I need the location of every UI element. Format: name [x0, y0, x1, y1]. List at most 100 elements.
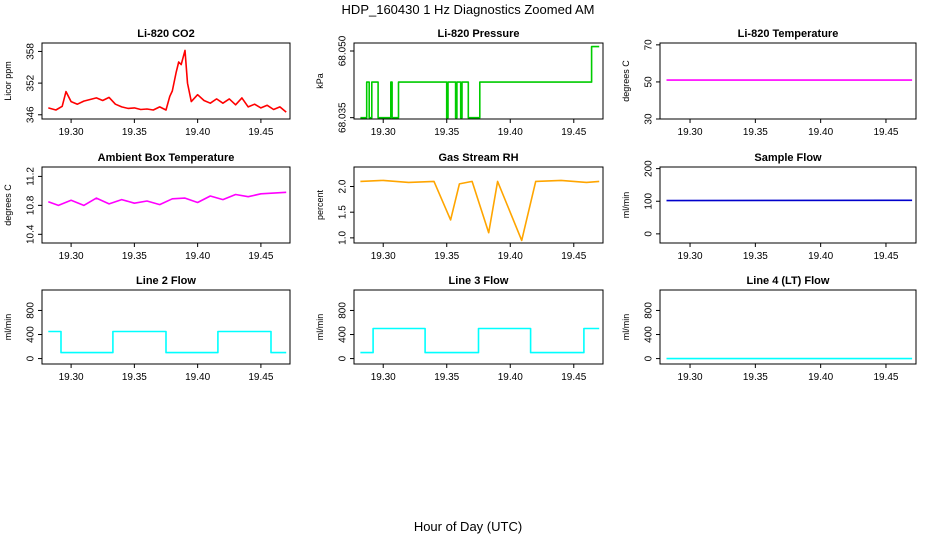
chart-4-x-tick-label: 19.45 [561, 251, 586, 262]
chart-5-x-tick-label: 19.30 [678, 251, 703, 262]
chart-0-y-tick-label: 352 [26, 74, 37, 91]
chart-0-x-tick-label: 19.45 [248, 127, 273, 138]
chart-4-y-tick-label: 1.0 [338, 230, 349, 244]
chart-6-y-axis-label: ml/min [3, 314, 13, 341]
chart-0-frame [41, 42, 291, 120]
chart-3-x-tick-label: 19.30 [59, 251, 84, 262]
chart-2-x-tick-label: 19.40 [808, 127, 833, 138]
chart-4-y-tick-label: 1.5 [338, 205, 349, 219]
chart-2-x-tick-label: 19.45 [873, 127, 898, 138]
chart-5-y-tick-label: 0 [644, 231, 655, 237]
chart-0-panel: Li-820 CO2 Licor ppm 19.30 19.35 19.40 19.45 3… [3, 28, 291, 138]
chart-1-frame [353, 42, 604, 120]
chart-3-title: Ambient Box Temperature [98, 152, 235, 164]
chart-7-x-tick-label: 19.45 [561, 372, 586, 383]
chart-3-x-tick-label: 19.35 [122, 251, 147, 262]
chart-3-x-tick-label: 19.45 [248, 251, 273, 262]
chart-8-x-tick-label: 19.30 [678, 372, 703, 383]
chart-6-x-tick-label: 19.40 [185, 372, 210, 383]
chart-8-title: Line 4 (LT) Flow [747, 275, 830, 287]
chart-1-x-tick-label: 19.45 [561, 127, 586, 138]
chart-7-frame [353, 289, 604, 365]
chart-3-y-tick-label: 11.2 [26, 167, 37, 186]
chart-0-x-tick-label: 19.30 [59, 127, 84, 138]
chart-3-y-tick-label: 10.8 [26, 195, 37, 215]
chart-6-y-tick-label: 0 [26, 355, 37, 361]
chart-7-y-axis-label: ml/min [315, 314, 325, 341]
chart-6-x-tick-label: 19.30 [59, 372, 84, 383]
chart-1-x-tick-label: 19.30 [371, 127, 396, 138]
chart-0-series-0-line [48, 49, 287, 113]
chart-0-x-tick-label: 19.35 [122, 127, 147, 138]
chart-3-frame [41, 166, 291, 244]
chart-5-y-axis-label: ml/min [621, 192, 631, 219]
chart-1-y-tick-label: 68.050 [338, 35, 349, 66]
chart-0-x-tick-label: 19.40 [185, 127, 210, 138]
chart-8-x-tick-label: 19.35 [743, 372, 768, 383]
chart-3-y-axis-label: degrees C [3, 184, 13, 226]
figure-x-axis-label: Hour of Day (UTC) [414, 519, 522, 534]
chart-8-y-tick-label: 400 [644, 326, 655, 343]
chart-2-y-axis-label: degrees C [621, 60, 631, 102]
chart-5-y-tick-label: 200 [644, 160, 655, 177]
chart-3-panel: Ambient Box Temperature degrees C 19.30 19.… [3, 152, 291, 262]
chart-6-frame [41, 289, 291, 365]
chart-5-x-tick-label: 19.45 [873, 251, 898, 262]
chart-7-series-0-line [360, 327, 600, 354]
chart-7-y-tick-label: 800 [338, 302, 349, 319]
chart-5-x-tick-label: 19.35 [743, 251, 768, 262]
chart-4-y-tick-label: 2.0 [338, 179, 349, 193]
chart-1-x-tick-label: 19.35 [434, 127, 459, 138]
chart-4-x-tick-label: 19.40 [498, 251, 523, 262]
chart-7-y-tick-label: 0 [338, 355, 349, 361]
chart-7-x-tick-label: 19.30 [371, 372, 396, 383]
chart-8-y-axis-label: ml/min [621, 314, 631, 341]
chart-2-y-tick-label: 30 [644, 113, 655, 125]
chart-6-series-0-line [48, 330, 287, 354]
chart-1-y-tick-label: 68.035 [338, 102, 349, 133]
chart-5-panel: Sample Flow ml/min 19.30 19.35 19.40 19.45 0 10… [621, 152, 917, 262]
chart-6-y-tick-label: 400 [26, 326, 37, 343]
chart-5-frame [659, 166, 917, 244]
chart-4-series-0-line [360, 179, 600, 242]
chart-3-x-tick-label: 19.40 [185, 251, 210, 262]
chart-7-x-tick-label: 19.40 [498, 372, 523, 383]
chart-0-y-axis-label: Licor ppm [3, 61, 13, 101]
chart-0-y-tick-label: 346 [26, 106, 37, 123]
chart-2-y-tick-label: 70 [644, 39, 655, 51]
chart-1-x-tick-label: 19.40 [498, 127, 523, 138]
chart-3-y-tick-label: 10.4 [26, 224, 37, 244]
chart-2-title: Li-820 Temperature [738, 28, 839, 40]
chart-5-title: Sample Flow [754, 152, 822, 164]
chart-5-y-tick-label: 100 [644, 192, 655, 209]
chart-4-frame [353, 166, 604, 244]
chart-2-x-tick-label: 19.30 [678, 127, 703, 138]
chart-7-title: Line 3 Flow [449, 275, 509, 287]
chart-4-panel: Gas Stream RH percent 19.30 19.35 19.40 19.45… [315, 152, 604, 262]
chart-5-x-tick-label: 19.40 [808, 251, 833, 262]
chart-2-panel: Li-820 Temperature degrees C 19.30 19.35 19.… [621, 28, 917, 138]
chart-8-frame [659, 289, 917, 365]
chart-4-x-tick-label: 19.30 [371, 251, 396, 262]
chart-1-title: Li-820 Pressure [438, 28, 520, 40]
chart-2-frame [659, 42, 917, 120]
chart-2-y-tick-label: 50 [644, 76, 655, 88]
chart-8-x-tick-label: 19.45 [873, 372, 898, 383]
chart-4-x-tick-label: 19.35 [434, 251, 459, 262]
chart-8-x-tick-label: 19.40 [808, 372, 833, 383]
figure-title: HDP_160430 1 Hz Diagnostics Zoomed AM [342, 2, 595, 17]
chart-4-y-axis-label: percent [315, 189, 325, 220]
chart-2-x-tick-label: 19.35 [743, 127, 768, 138]
chart-4-title: Gas Stream RH [438, 152, 518, 164]
chart-1-series-0-line [360, 45, 600, 119]
chart-3-series-0-line [48, 191, 287, 207]
chart-0-y-tick-label: 358 [26, 43, 37, 60]
chart-6-title: Line 2 Flow [136, 275, 196, 287]
chart-1-y-axis-label: kPa [315, 73, 325, 89]
chart-6-x-tick-label: 19.35 [122, 372, 147, 383]
chart-1-panel: Li-820 Pressure kPa 19.30 19.35 19.40 19.45 68… [315, 28, 604, 138]
chart-8-y-tick-label: 0 [644, 355, 655, 361]
chart-6-panel: Line 2 Flow ml/min 19.30 19.35 19.40 19.45 0 40… [3, 275, 291, 383]
chart-6-y-tick-label: 800 [26, 302, 37, 319]
